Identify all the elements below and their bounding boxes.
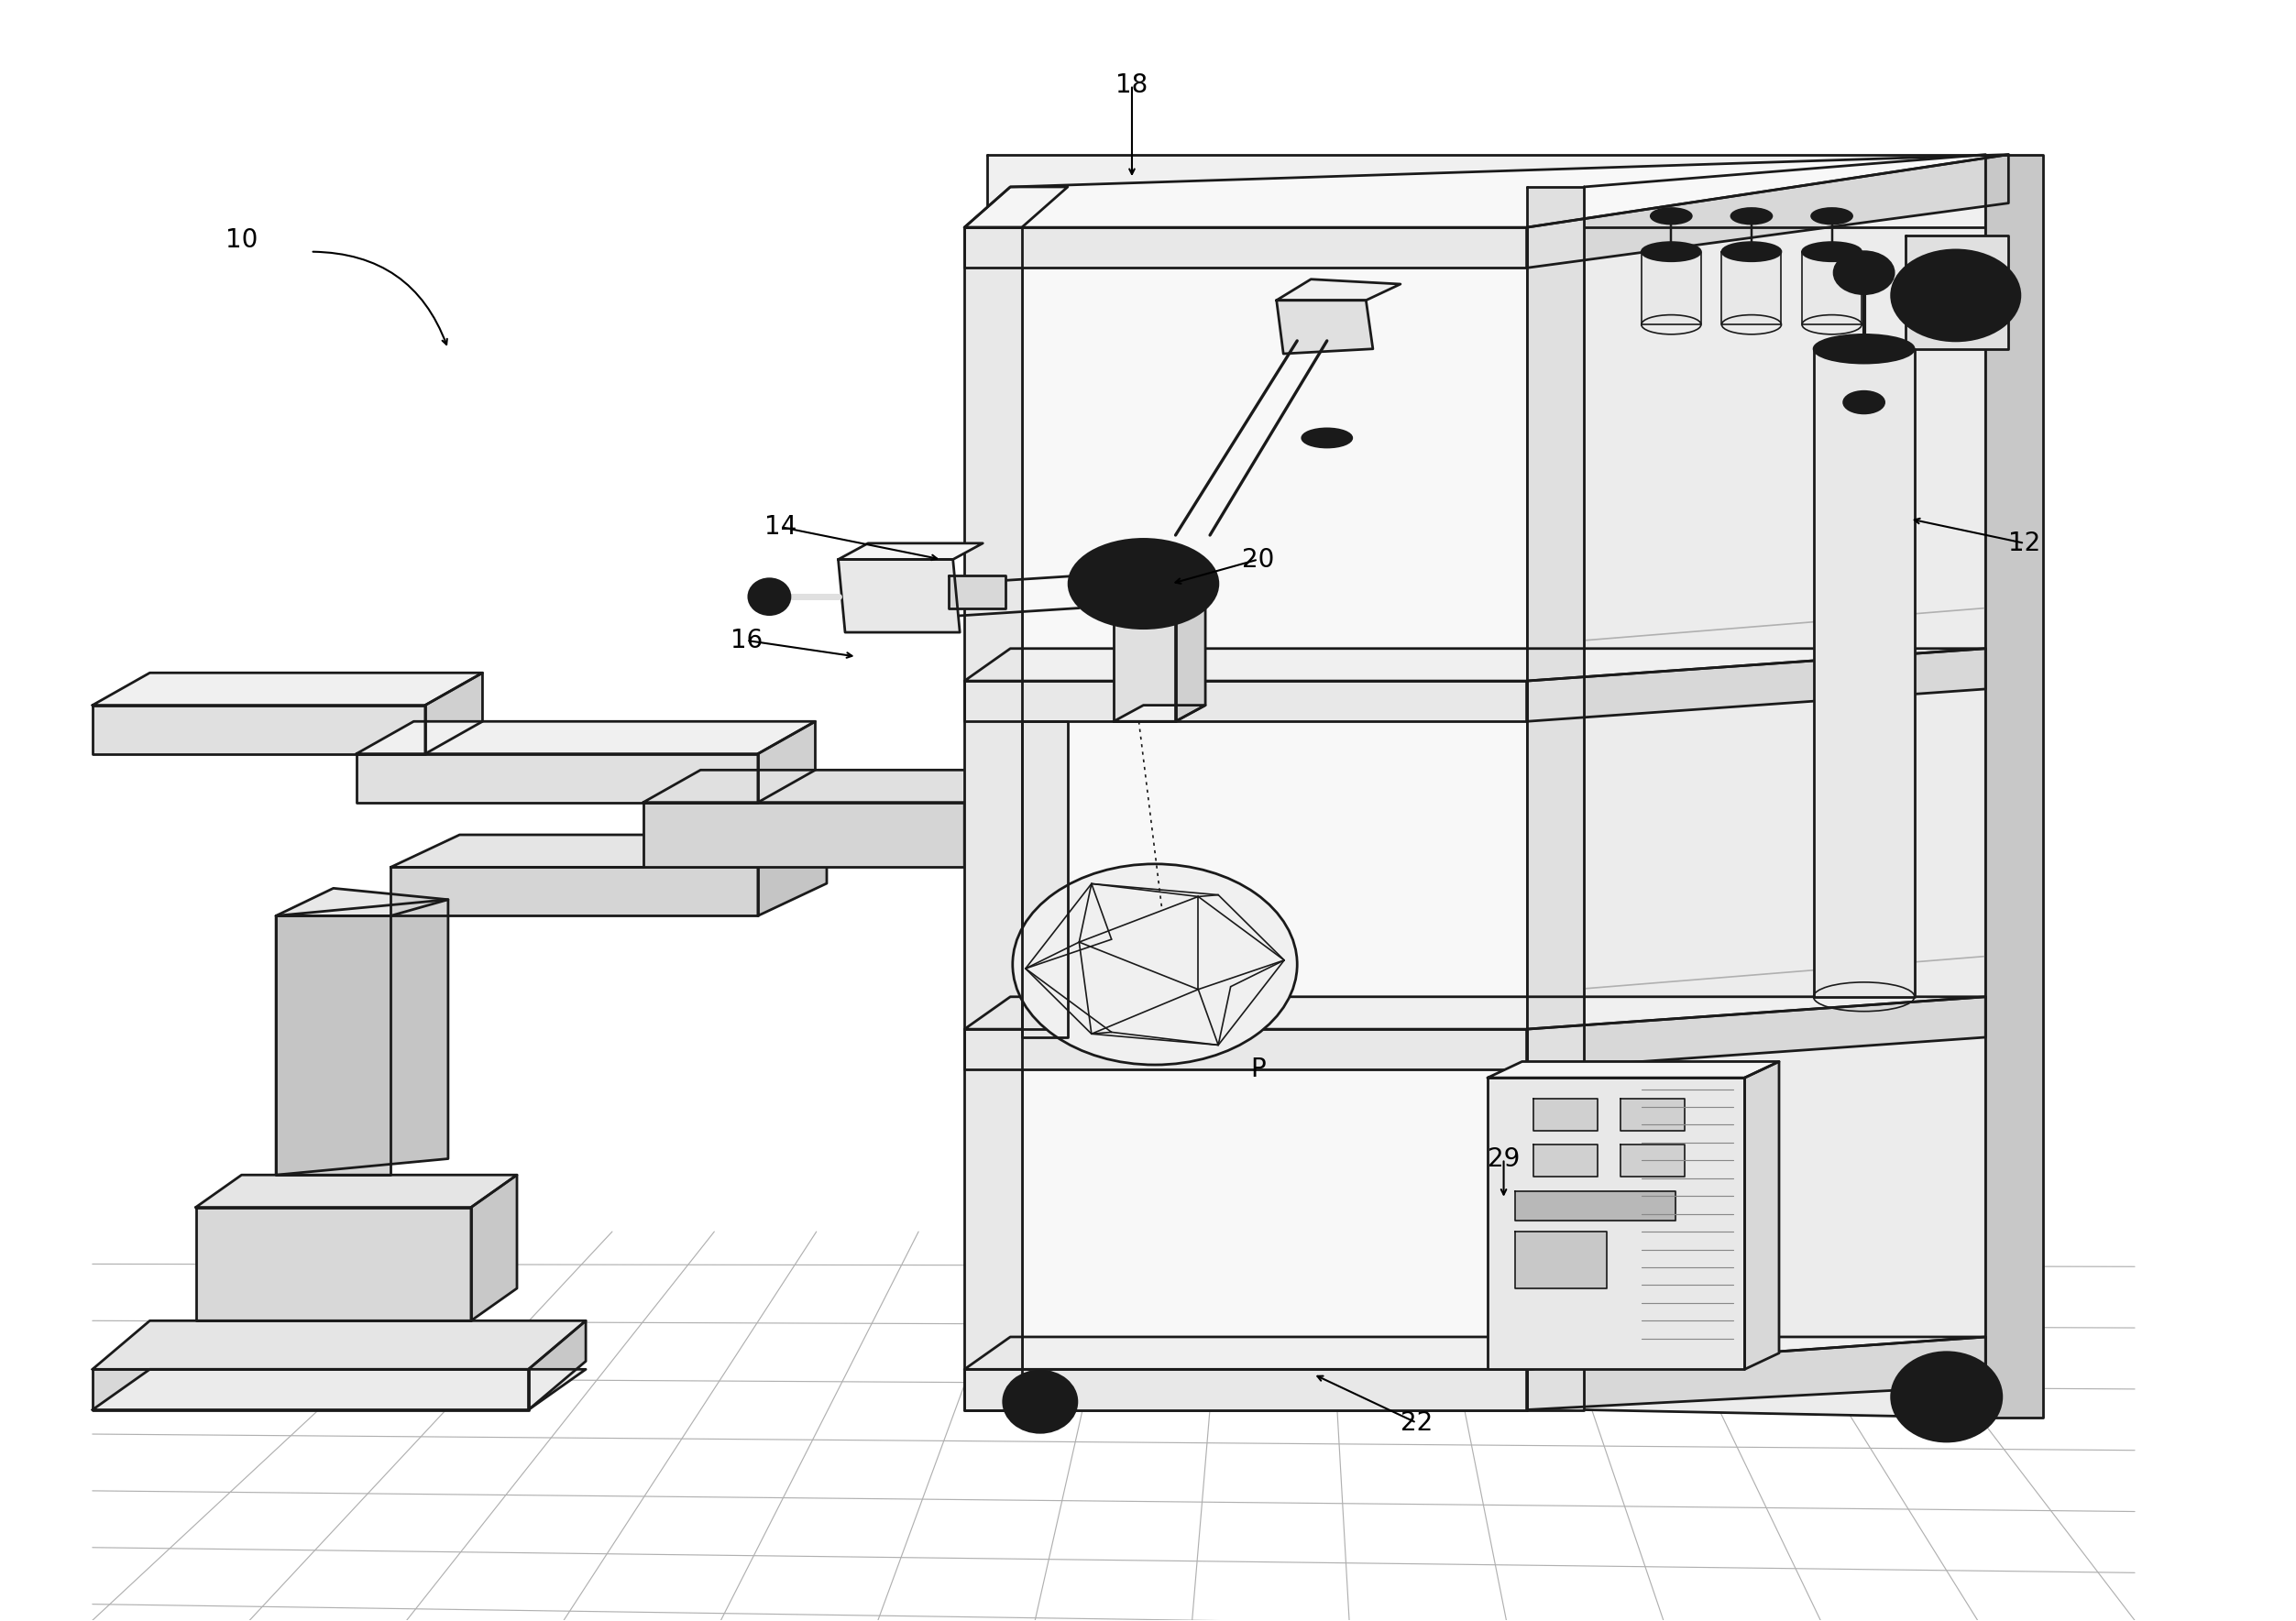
Ellipse shape: [1302, 428, 1352, 447]
Polygon shape: [276, 916, 390, 1175]
Text: P: P: [1251, 1057, 1265, 1083]
Polygon shape: [643, 770, 1022, 802]
Polygon shape: [425, 673, 482, 754]
Polygon shape: [1722, 251, 1782, 324]
Text: 14: 14: [765, 514, 797, 540]
Polygon shape: [356, 754, 758, 802]
Ellipse shape: [1812, 207, 1853, 224]
Polygon shape: [1488, 1062, 1779, 1078]
Polygon shape: [1642, 251, 1701, 324]
Polygon shape: [1527, 648, 1986, 721]
Polygon shape: [758, 721, 815, 802]
Polygon shape: [390, 835, 827, 867]
Polygon shape: [276, 900, 448, 1175]
Ellipse shape: [758, 587, 781, 608]
Text: 10: 10: [225, 227, 257, 253]
Polygon shape: [1488, 1078, 1745, 1370]
Polygon shape: [92, 673, 482, 705]
Text: 20: 20: [1242, 546, 1274, 572]
Polygon shape: [1986, 154, 2043, 1418]
Polygon shape: [92, 1370, 528, 1410]
Polygon shape: [964, 1029, 1527, 1070]
Polygon shape: [356, 721, 815, 754]
Text: 12: 12: [2009, 530, 2041, 556]
Polygon shape: [1022, 721, 1068, 1037]
Polygon shape: [1515, 1191, 1676, 1221]
Polygon shape: [92, 705, 425, 754]
Ellipse shape: [1802, 242, 1862, 261]
Polygon shape: [1814, 349, 1915, 997]
Polygon shape: [1277, 300, 1373, 353]
Circle shape: [1919, 1378, 1975, 1417]
Polygon shape: [964, 681, 1527, 721]
Ellipse shape: [1651, 207, 1692, 224]
Polygon shape: [1584, 154, 1986, 1418]
Polygon shape: [1621, 1099, 1685, 1131]
Ellipse shape: [1844, 391, 1885, 413]
Polygon shape: [964, 997, 1986, 1029]
Polygon shape: [964, 227, 1022, 1410]
Polygon shape: [1802, 251, 1862, 324]
Text: 18: 18: [1116, 71, 1148, 97]
Polygon shape: [471, 1175, 517, 1321]
Ellipse shape: [1892, 1352, 2002, 1441]
Ellipse shape: [1070, 540, 1217, 629]
Circle shape: [1892, 250, 2020, 340]
Polygon shape: [1534, 1099, 1598, 1131]
Polygon shape: [758, 835, 827, 916]
Polygon shape: [1527, 997, 1986, 1070]
Text: 29: 29: [1488, 1146, 1520, 1172]
Polygon shape: [1515, 1232, 1607, 1289]
Ellipse shape: [1814, 334, 1915, 363]
Polygon shape: [1114, 705, 1205, 721]
Ellipse shape: [1019, 1384, 1061, 1420]
Ellipse shape: [1731, 207, 1773, 224]
Polygon shape: [838, 543, 983, 559]
Polygon shape: [964, 154, 2009, 227]
Polygon shape: [964, 648, 1986, 681]
Polygon shape: [1621, 1144, 1685, 1177]
Polygon shape: [1527, 1337, 1986, 1410]
Polygon shape: [1022, 227, 1527, 1410]
Circle shape: [1835, 251, 1894, 293]
Polygon shape: [987, 154, 2009, 227]
Text: 22: 22: [1401, 1410, 1433, 1436]
Polygon shape: [643, 802, 964, 867]
Polygon shape: [1534, 1144, 1598, 1177]
Ellipse shape: [1910, 1367, 1984, 1428]
Ellipse shape: [1642, 242, 1701, 261]
Polygon shape: [1277, 279, 1401, 300]
Polygon shape: [1114, 592, 1176, 721]
Polygon shape: [948, 575, 1006, 608]
Polygon shape: [92, 1321, 585, 1370]
Polygon shape: [1176, 592, 1205, 721]
Polygon shape: [195, 1208, 471, 1321]
Polygon shape: [1527, 154, 2009, 267]
Polygon shape: [964, 227, 1527, 267]
Polygon shape: [528, 1321, 585, 1410]
Ellipse shape: [748, 579, 790, 614]
Polygon shape: [1906, 235, 2009, 349]
Polygon shape: [838, 559, 960, 632]
Polygon shape: [964, 1370, 1527, 1410]
Polygon shape: [964, 770, 1022, 867]
Polygon shape: [1527, 186, 1584, 1410]
Polygon shape: [390, 867, 758, 916]
Polygon shape: [964, 1337, 1986, 1370]
Ellipse shape: [1722, 242, 1782, 261]
Polygon shape: [195, 1175, 517, 1208]
Polygon shape: [1745, 1062, 1779, 1370]
Circle shape: [1013, 864, 1297, 1065]
Polygon shape: [92, 1370, 585, 1410]
Polygon shape: [964, 186, 1068, 227]
Text: 16: 16: [730, 627, 762, 653]
Polygon shape: [276, 888, 448, 916]
Ellipse shape: [1003, 1371, 1077, 1433]
